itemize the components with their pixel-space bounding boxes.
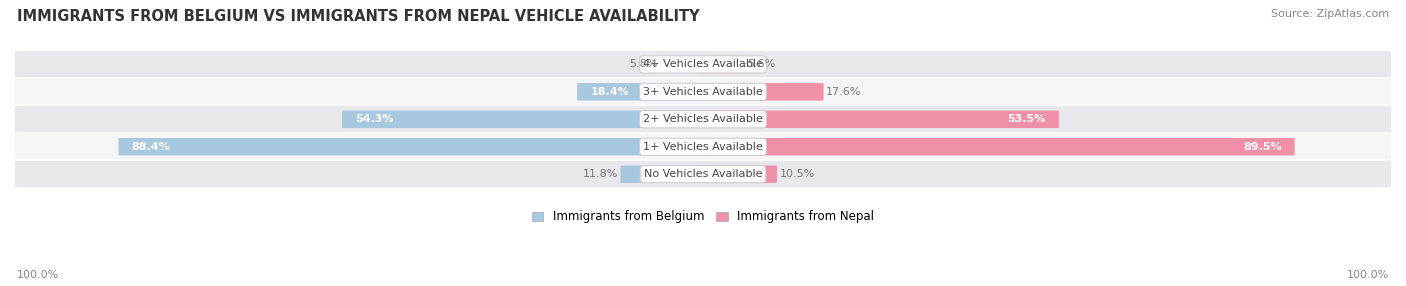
Text: 89.5%: 89.5% — [1243, 142, 1282, 152]
FancyBboxPatch shape — [1, 160, 1405, 188]
Text: No Vehicles Available: No Vehicles Available — [644, 169, 762, 179]
Text: 10.5%: 10.5% — [780, 169, 815, 179]
FancyBboxPatch shape — [620, 166, 709, 183]
FancyBboxPatch shape — [697, 56, 745, 73]
FancyBboxPatch shape — [1, 133, 1405, 161]
Text: Source: ZipAtlas.com: Source: ZipAtlas.com — [1271, 9, 1389, 19]
Text: 100.0%: 100.0% — [1347, 270, 1389, 280]
Text: 88.4%: 88.4% — [132, 142, 170, 152]
FancyBboxPatch shape — [697, 83, 824, 101]
Text: 53.5%: 53.5% — [1008, 114, 1046, 124]
Text: 17.6%: 17.6% — [827, 87, 862, 97]
FancyBboxPatch shape — [342, 111, 709, 128]
Text: 5.6%: 5.6% — [748, 59, 776, 69]
Text: 100.0%: 100.0% — [17, 270, 59, 280]
Legend: Immigrants from Belgium, Immigrants from Nepal: Immigrants from Belgium, Immigrants from… — [527, 206, 879, 228]
Text: 5.8%: 5.8% — [628, 59, 657, 69]
Text: 11.8%: 11.8% — [582, 169, 617, 179]
FancyBboxPatch shape — [697, 138, 1295, 156]
FancyBboxPatch shape — [1, 105, 1405, 133]
FancyBboxPatch shape — [1, 50, 1405, 78]
Text: IMMIGRANTS FROM BELGIUM VS IMMIGRANTS FROM NEPAL VEHICLE AVAILABILITY: IMMIGRANTS FROM BELGIUM VS IMMIGRANTS FR… — [17, 9, 700, 23]
FancyBboxPatch shape — [1, 78, 1405, 106]
FancyBboxPatch shape — [118, 138, 709, 156]
Text: 18.4%: 18.4% — [591, 87, 628, 97]
Text: 4+ Vehicles Available: 4+ Vehicles Available — [643, 59, 763, 69]
FancyBboxPatch shape — [659, 56, 709, 73]
FancyBboxPatch shape — [697, 166, 778, 183]
Text: 2+ Vehicles Available: 2+ Vehicles Available — [643, 114, 763, 124]
Text: 3+ Vehicles Available: 3+ Vehicles Available — [643, 87, 763, 97]
Text: 54.3%: 54.3% — [356, 114, 394, 124]
FancyBboxPatch shape — [578, 83, 709, 101]
Text: 1+ Vehicles Available: 1+ Vehicles Available — [643, 142, 763, 152]
FancyBboxPatch shape — [697, 111, 1059, 128]
